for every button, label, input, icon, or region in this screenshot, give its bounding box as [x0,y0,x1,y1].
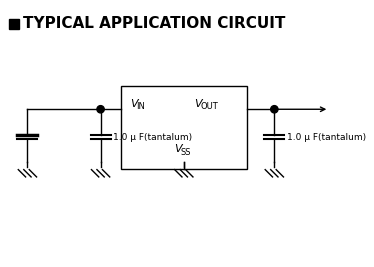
Text: IN: IN [136,102,145,111]
Bar [9,19,19,29]
Text: V: V [174,144,181,154]
Text: TYPICAL APPLICATION CIRCUIT: TYPICAL APPLICATION CIRCUIT [23,16,285,31]
Text: 1.0 μ F(tantalum): 1.0 μ F(tantalum) [113,133,193,142]
Text: V: V [194,99,202,108]
Text: SS: SS [180,148,191,156]
Text: V: V [130,99,138,108]
Circle shape [97,106,104,113]
Text: OUT: OUT [200,102,218,111]
Circle shape [271,106,278,113]
Bar [121,87,247,169]
Text: 1.0 μ F(tantalum): 1.0 μ F(tantalum) [287,133,366,142]
